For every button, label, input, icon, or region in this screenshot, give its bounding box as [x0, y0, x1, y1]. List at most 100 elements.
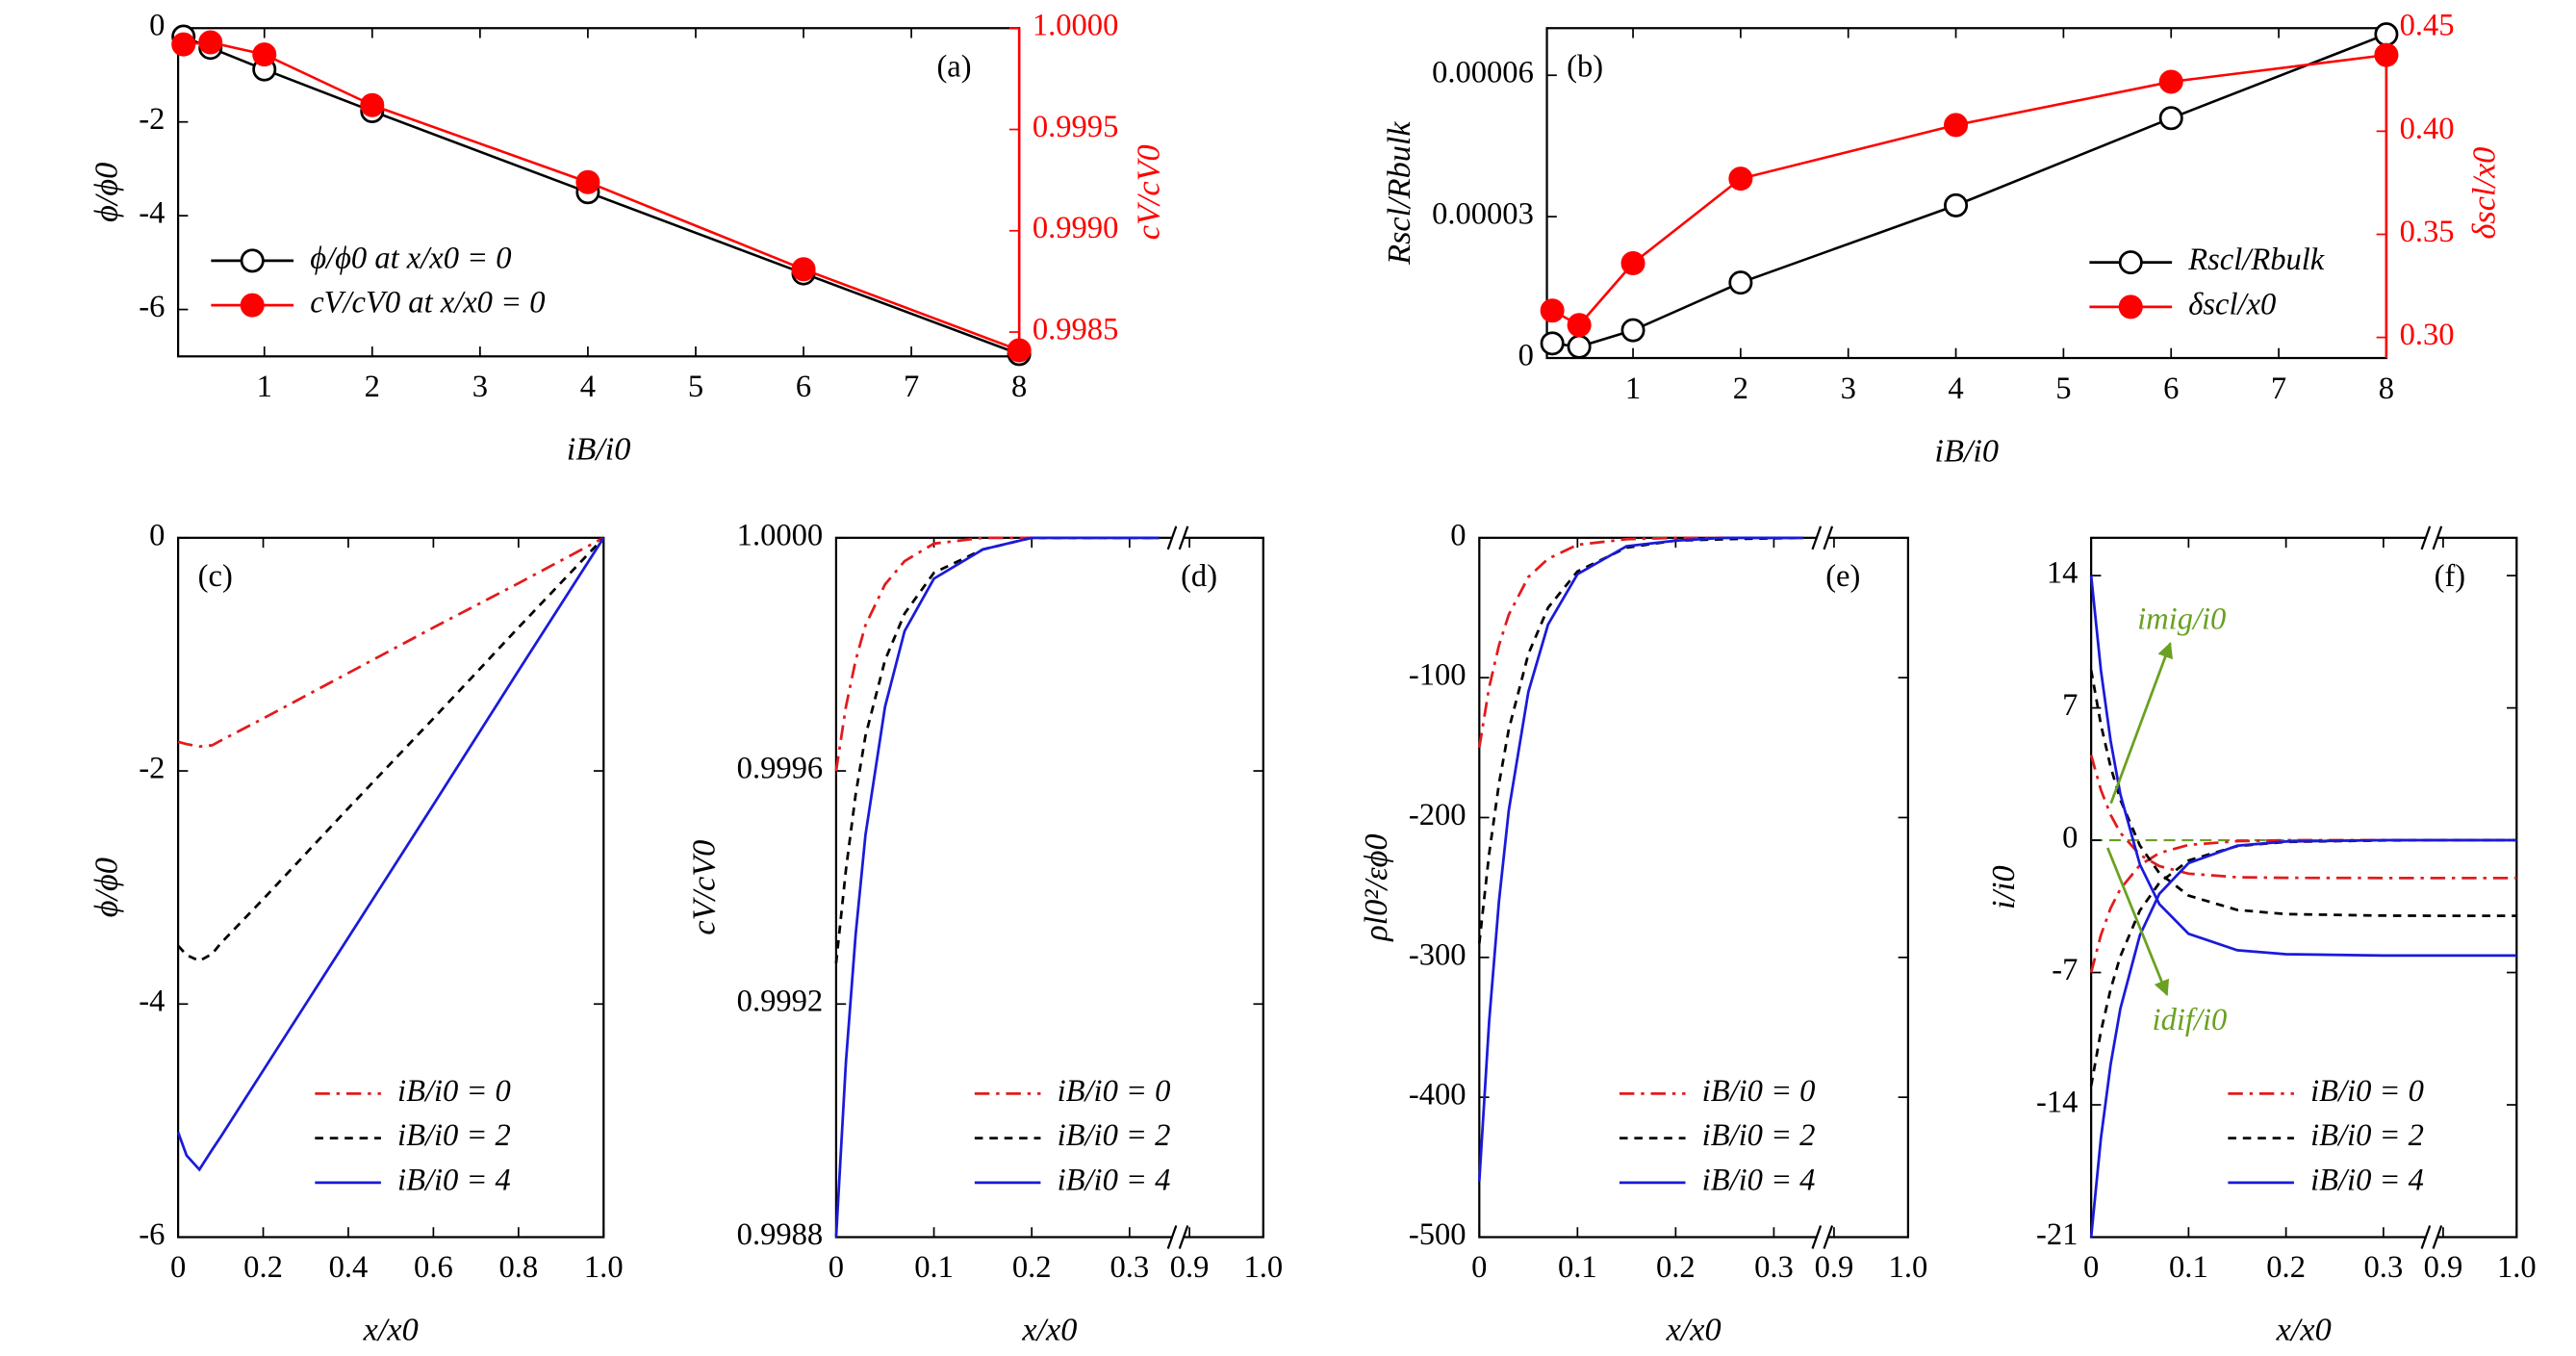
plot-frame: [176, 536, 605, 1239]
y-axis-label: ϕ/ϕ0: [88, 857, 124, 917]
data-point: [171, 32, 196, 57]
x-tick-label: 7: [2271, 371, 2286, 406]
x-tick-label: 0.3: [2364, 1250, 2404, 1285]
series-line: [2089, 838, 2517, 1238]
y-tick-label: -400: [1409, 1078, 1467, 1113]
series-line: [176, 537, 605, 1172]
data-point: [1620, 318, 1645, 343]
plot-frame: [2090, 536, 2518, 1239]
x-tick-label: 8: [1011, 370, 1027, 404]
x-tick-label: 6: [796, 370, 811, 404]
x-tick-label: 0.4: [329, 1250, 369, 1285]
y-tick-label: 7: [2062, 688, 2078, 723]
x-tick-label: 0.2: [2266, 1250, 2306, 1285]
y-tick-label: 0.9988: [737, 1217, 824, 1252]
x-tick-label: 1.0: [2497, 1250, 2537, 1285]
y-tick-label: -2: [139, 752, 165, 786]
y-tick-label: -2: [139, 102, 165, 137]
x-axis-label: x/x0: [1666, 1312, 1722, 1348]
y-tick-label: -500: [1409, 1217, 1467, 1252]
data-point: [1567, 334, 1592, 359]
y-tick-label: 0: [1450, 518, 1466, 552]
x-tick-label: 0.1: [914, 1250, 954, 1285]
y-tick-label: -100: [1409, 658, 1467, 693]
series-line: [1477, 536, 1804, 1182]
x-tick-label: 2: [365, 370, 380, 404]
data-point: [575, 169, 600, 194]
legend-label: Rscl/Rbulk: [2187, 243, 2325, 277]
annotation-arrow: [2106, 847, 2170, 997]
y2-tick-label: 0.9990: [1033, 211, 1119, 245]
x-axis-label: x/x0: [1021, 1312, 1077, 1348]
y-tick-label: 0.9996: [737, 752, 824, 786]
y2-tick-label: 0.9985: [1033, 313, 1119, 347]
y-tick-label: 0: [149, 9, 165, 43]
axis-break-gap: [1817, 1234, 1827, 1241]
axis-break: [1823, 1225, 1834, 1249]
data-point: [198, 30, 223, 55]
legend-marker: [240, 293, 265, 318]
legend-label: iB/i0 = 2: [397, 1118, 511, 1153]
data-point: [252, 42, 277, 67]
x-axis-label: iB/i0: [567, 431, 631, 468]
axis-break: [1823, 525, 1834, 550]
legend-label: δscl/x0: [2188, 287, 2276, 321]
x-tick-label: 0.6: [414, 1250, 453, 1285]
series-line: [2089, 670, 2517, 917]
legend-label: iB/i0 = 0: [2310, 1074, 2424, 1109]
y-tick-label: -21: [2036, 1217, 2078, 1252]
x-tick-label: 3: [1841, 371, 1856, 406]
legend-label: iB/i0 = 0: [1058, 1074, 1171, 1109]
legend-label: iB/i0 = 4: [1058, 1163, 1171, 1197]
y2-axis-label: cV/cV0: [1131, 144, 1167, 240]
y-tick-label: -6: [139, 290, 165, 324]
x-tick-label: 3: [472, 370, 488, 404]
x-tick-label: 1.0: [1889, 1250, 1928, 1285]
axis-break: [1811, 525, 1823, 550]
axis-break-gap: [1817, 534, 1827, 542]
x-tick-label: 1: [257, 370, 272, 404]
legend-label: iB/i0 = 2: [1058, 1118, 1171, 1153]
axis-break: [1166, 525, 1178, 550]
y-axis-label: ϕ/ϕ0: [88, 163, 124, 222]
series-line: [1477, 536, 1804, 749]
panel-label: (a): [936, 50, 971, 85]
panel-label: (e): [1825, 559, 1860, 594]
y-tick-label: 0: [2062, 821, 2078, 856]
series-line: [177, 536, 605, 962]
y-tick-label: 0: [1518, 338, 1534, 372]
y-axis-label: i/i0: [1985, 865, 2022, 909]
x-tick-label: 5: [688, 370, 703, 404]
annotation-arrow: [2109, 641, 2173, 805]
y-axis-label: Rscl/Rbulk: [1381, 121, 1417, 266]
series-line: [834, 536, 1160, 1238]
x-tick-label: 0: [2083, 1250, 2099, 1285]
x-tick-label: 8: [2379, 371, 2394, 406]
x-tick-label: 0: [829, 1250, 844, 1285]
data-point: [1944, 113, 1969, 138]
data-point: [1567, 313, 1592, 338]
x-tick-label: 7: [904, 370, 919, 404]
x-tick-label: 0.3: [1109, 1250, 1149, 1285]
legend-label: iB/i0 = 4: [1702, 1163, 1816, 1197]
data-point: [2158, 106, 2183, 131]
data-point: [1007, 338, 1032, 363]
x-tick-label: 0.2: [1656, 1250, 1696, 1285]
x-tick-label: 0.8: [498, 1250, 538, 1285]
panel-label: (f): [2435, 559, 2466, 594]
x-tick-label: 0.1: [1558, 1250, 1597, 1285]
axis-break: [2420, 525, 2432, 550]
data-point: [2374, 22, 2399, 47]
y-tick-label: -4: [139, 985, 165, 1019]
y-tick-label: -300: [1409, 937, 1467, 972]
x-tick-label: 0.2: [1012, 1250, 1052, 1285]
y2-tick-label: 0.35: [2400, 215, 2455, 249]
x-axis-label: x/x0: [363, 1312, 419, 1348]
x-tick-label: 0.2: [243, 1250, 283, 1285]
x-tick-label: 0.1: [2169, 1250, 2208, 1285]
data-point: [1620, 250, 1645, 275]
panel-label: (d): [1181, 559, 1217, 594]
data-point: [1728, 166, 1753, 192]
